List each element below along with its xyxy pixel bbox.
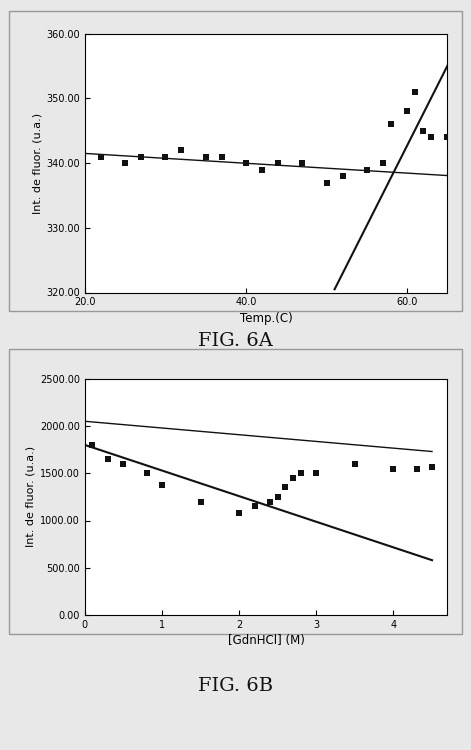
Point [420,124,427,136]
Point [428,131,435,143]
Text: FIG. 6A: FIG. 6A [198,332,273,350]
Point [379,158,387,170]
Point [202,151,210,163]
Point [178,144,185,156]
X-axis label: Temp.(C): Temp.(C) [240,311,292,325]
Point [299,158,306,170]
Text: FIG. 6B: FIG. 6B [198,677,273,695]
Point [197,496,204,508]
Point [274,491,282,503]
Point [104,453,112,465]
Point [351,458,358,470]
Y-axis label: Int. de fluor. (u.a.): Int. de fluor. (u.a.) [26,446,36,548]
Point [236,507,243,519]
Point [428,460,436,472]
Point [97,151,105,163]
Point [297,467,305,479]
Point [143,467,150,479]
Point [89,439,96,451]
Point [413,463,420,475]
Point [282,482,289,494]
Point [122,158,129,170]
Point [323,176,330,188]
Point [266,496,274,508]
Point [412,86,419,98]
Point [403,106,411,118]
Point [158,478,166,490]
Point [339,170,347,182]
X-axis label: [GdnHCl] (M): [GdnHCl] (M) [227,634,305,647]
Point [258,164,266,176]
Point [218,151,226,163]
Point [251,500,258,512]
Point [289,472,297,484]
Point [363,164,371,176]
Point [162,151,169,163]
Point [275,158,282,170]
Point [444,131,451,143]
Point [242,158,250,170]
Point [312,467,320,479]
Point [387,118,395,130]
Point [390,463,397,475]
Point [120,458,127,470]
Point [138,151,145,163]
Y-axis label: Int. de fluor. (u.a.): Int. de fluor. (u.a.) [32,112,42,214]
